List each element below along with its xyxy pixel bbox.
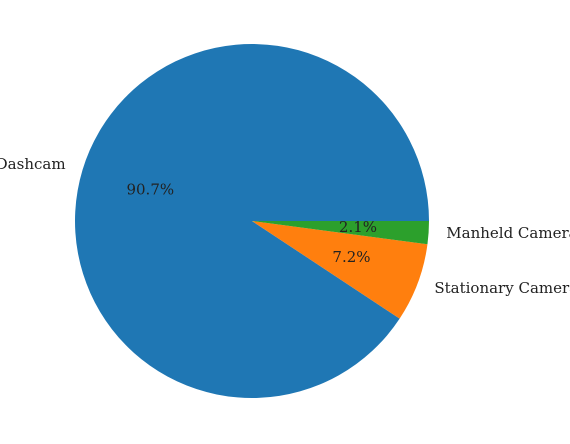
slice-label: Stationary Camera [434,279,570,297]
slice-label: Manheld Camera [446,224,570,242]
slice-percent-label: 2.1% [339,218,377,236]
pie-slice-manheld-camera [252,221,429,245]
slice-percent-label: 7.2% [332,248,370,266]
slice-percent-label: 90.7% [126,180,174,198]
pie-slice-stationary-camera [252,221,428,319]
pie-slice-dashcam [74,44,430,399]
pie-slices [74,44,430,399]
slice-label: Dashcam [0,155,66,173]
pie-labels: Dashcam 90.7% Stationary Camera 7.2% Manheld… [0,155,570,297]
